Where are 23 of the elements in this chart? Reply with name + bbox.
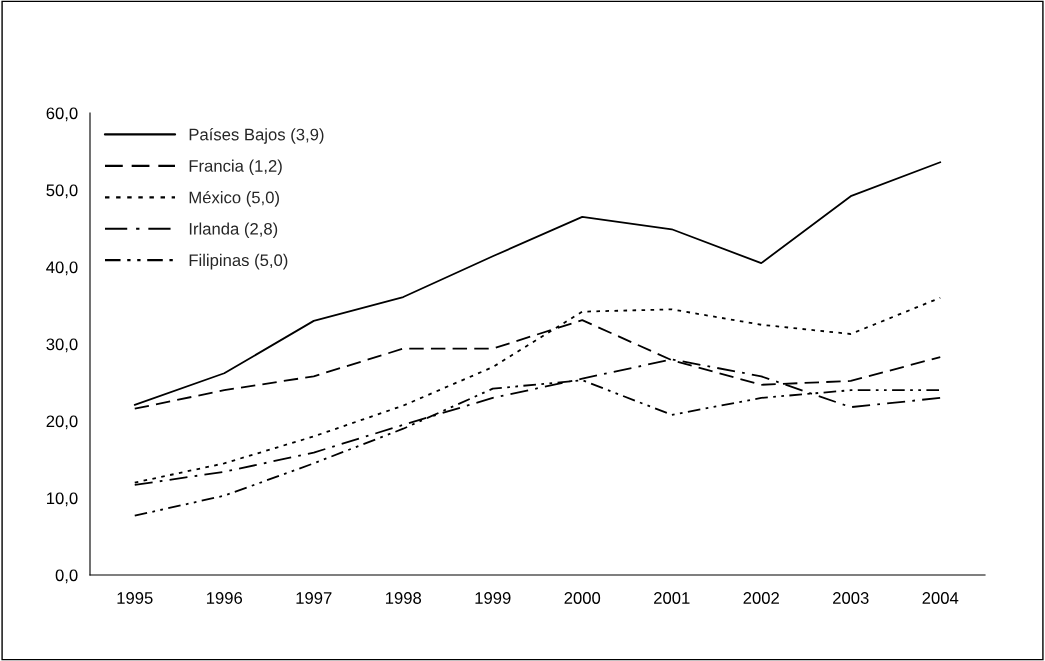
legend-label: México (5,0) (189, 190, 279, 207)
x-tick-label: 2003 (833, 592, 869, 604)
y-tick-label: 50,0 (46, 184, 78, 199)
x-tick-label: 1995 (117, 592, 153, 604)
y-tick-label: 0,0 (55, 569, 78, 584)
x-tick-label: 2004 (922, 592, 959, 604)
x-tick-label: 1997 (296, 592, 332, 604)
line-series (133, 161, 942, 406)
y-tick-label: 30,0 (46, 338, 78, 353)
legend-label: Filipinas (5,0) (189, 253, 288, 270)
legend-label: Irlanda (2,8) (189, 222, 278, 239)
x-tick-label: 1998 (385, 592, 422, 604)
x-tick-label: 2002 (743, 592, 779, 604)
y-tick-label: 60,0 (46, 107, 78, 122)
x-tick-label: 1999 (475, 592, 511, 604)
y-tick-label: 40,0 (46, 261, 78, 276)
y-tick-label: 10,0 (47, 492, 78, 507)
x-tick-label: 2000 (564, 592, 601, 604)
x-tick-label: 1996 (206, 592, 243, 604)
legend-label: Países Bajos (3,9) (189, 128, 324, 144)
x-tick-label: 2001 (654, 592, 690, 604)
legend-label: Francia (1,2) (189, 159, 282, 176)
y-tick-label: 20,0 (46, 415, 78, 430)
